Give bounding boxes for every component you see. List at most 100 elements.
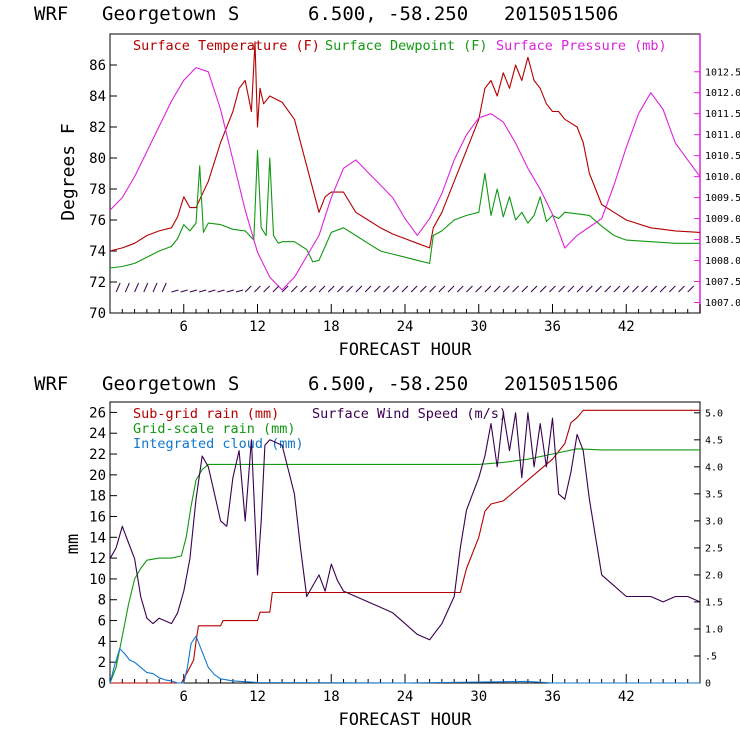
y-tick-label: 16 — [89, 509, 106, 525]
legend-integrated-cloud: Integrated cloud (mm) — [133, 436, 304, 452]
x-tick-label: 6 — [180, 319, 188, 335]
y2-tick-label: .5 — [705, 651, 717, 662]
top-header-run: 2015051506 — [504, 3, 618, 25]
wind-barb — [512, 285, 519, 293]
dewpoint-line — [109, 149, 700, 269]
wind-barb — [272, 285, 280, 293]
y2-tick-label: 1.5 — [705, 597, 723, 608]
x-tick-label: 18 — [323, 689, 340, 705]
y2-tick-label: 1010.0 — [705, 172, 740, 183]
wind-barb — [595, 285, 602, 293]
y2-tick-label: 0 — [705, 679, 711, 690]
wind-barb — [263, 285, 270, 293]
y2-tick-label: 5.0 — [705, 408, 723, 419]
bottom-header-station: Georgetown S — [102, 373, 239, 395]
wind-barb — [346, 285, 353, 293]
x-tick-label: 42 — [618, 319, 635, 335]
y-tick-label: 76 — [89, 213, 106, 229]
bottom-x-axis-label: FORECAST HOUR — [338, 710, 472, 730]
x-tick-label: 30 — [470, 689, 487, 705]
wind-barb — [235, 289, 244, 293]
wind-barb — [484, 285, 492, 293]
y-tick-label: 6 — [98, 614, 106, 630]
wind-barb — [383, 285, 390, 293]
y-tick-label: 74 — [89, 244, 106, 260]
bottom-legend: Sub-grid rain (mm) Surface Wind Speed (m… — [133, 406, 507, 452]
wind-barb — [198, 289, 207, 293]
y-tick-label: 14 — [89, 530, 106, 546]
y-tick-label: 86 — [89, 58, 106, 74]
y-tick-label: 2 — [98, 655, 106, 671]
wind-barb — [373, 285, 381, 293]
wind-barb — [290, 285, 298, 293]
top-header-station: Georgetown S — [102, 3, 239, 25]
top-y-axis-ticks: 70 72 74 76 78 80 82 84 86 — [89, 58, 117, 322]
legend-subgrid-rain: Sub-grid rain (mm) — [133, 406, 279, 422]
wind-barb — [521, 285, 529, 293]
wind-barb — [456, 285, 464, 293]
wind-barbs — [115, 282, 695, 293]
bottom-y2-axis-ticks: 0 .5 1.0 1.5 2.0 2.5 3.0 3.5 4.0 4.5 5.0 — [694, 408, 723, 690]
wind-barb — [641, 285, 648, 293]
pressure-line — [109, 67, 701, 291]
y-tick-label: 4 — [98, 634, 106, 650]
y2-tick-label: 2.5 — [705, 543, 723, 554]
wind-barb — [327, 285, 335, 293]
wind-barb — [143, 282, 149, 293]
y2-tick-label: 1010.5 — [705, 151, 740, 162]
x-tick-label: 36 — [544, 689, 561, 705]
wind-barb — [309, 285, 317, 293]
wind-barb — [447, 285, 455, 293]
y-tick-label: 0 — [98, 676, 106, 692]
y2-tick-label: 1007.5 — [705, 277, 740, 288]
wind-barb — [678, 285, 685, 293]
y2-tick-label: 1011.5 — [705, 109, 740, 120]
y2-tick-label: 1008.0 — [705, 256, 740, 267]
y2-tick-label: 1012.0 — [705, 88, 740, 99]
wind-barb — [466, 285, 473, 293]
y-tick-label: 84 — [89, 89, 106, 105]
wind-barb — [502, 285, 510, 293]
bottom-series-group — [109, 409, 701, 684]
top-header-coords: 6.500, -58.250 — [308, 3, 468, 25]
bottom-y-axis-label: mm — [63, 534, 83, 554]
y2-tick-label: 1007.0 — [705, 298, 740, 309]
wind-barb — [124, 282, 130, 293]
top-header: WRF Georgetown S 6.500, -58.250 20150515… — [34, 3, 618, 25]
x-tick-label: 6 — [180, 689, 188, 705]
wind-barb — [208, 289, 216, 293]
wind-barb — [161, 282, 167, 293]
bottom-header: WRF Georgetown S 6.500, -58.250 20150515… — [34, 373, 618, 395]
y2-tick-label: 2.0 — [705, 570, 723, 581]
x-tick-label: 12 — [249, 689, 266, 705]
wind-barb — [318, 285, 326, 293]
x-tick-label: 24 — [397, 319, 414, 335]
wind-barb — [549, 285, 556, 293]
y-tick-label: 12 — [89, 551, 106, 567]
subgrid-rain-line — [110, 409, 700, 684]
top-series-group — [109, 41, 701, 291]
wind-barb — [493, 285, 501, 293]
wind-barb — [420, 285, 427, 293]
x-tick-label: 18 — [323, 319, 340, 335]
legend-wind-speed: Surface Wind Speed (m/s) — [312, 406, 507, 422]
top-header-model: WRF — [34, 3, 68, 25]
wind-barb — [567, 285, 575, 293]
y-tick-label: 70 — [89, 306, 106, 322]
wind-barb — [226, 289, 234, 293]
x-tick-label: 42 — [618, 689, 635, 705]
wind-barb — [180, 289, 188, 293]
legend-surface-dewpoint: Surface Dewpoint (F) — [325, 38, 488, 54]
y-tick-label: 8 — [98, 593, 106, 609]
y-tick-label: 18 — [89, 489, 106, 505]
y-tick-label: 24 — [89, 426, 106, 442]
y-tick-label: 80 — [89, 151, 106, 167]
legend-surface-temperature: Surface Temperature (F) — [133, 38, 320, 54]
y2-tick-label: 3.5 — [705, 489, 723, 500]
wind-barb — [115, 282, 121, 293]
wind-barb — [355, 285, 363, 293]
x-tick-label: 30 — [470, 319, 487, 335]
wind-barb — [337, 285, 344, 293]
bottom-header-coords: 6.500, -58.250 — [308, 373, 468, 395]
